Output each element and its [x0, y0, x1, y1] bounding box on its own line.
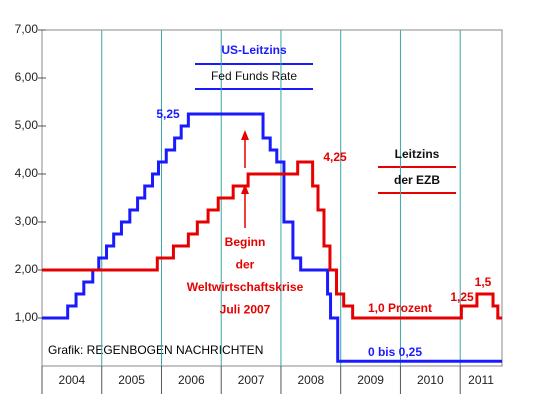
data-label: 1,25: [450, 290, 474, 304]
y-tick-label: 5,00: [15, 118, 39, 132]
event-label: Weltwirtschaftskrise: [187, 280, 304, 294]
event-label: Beginn: [225, 235, 266, 249]
x-tick-label: 2007: [238, 373, 265, 387]
x-tick-label: 2009: [357, 373, 384, 387]
y-tick-label: 6,00: [15, 70, 39, 84]
event-arrowhead: [241, 184, 249, 194]
data-label: 5,25: [156, 107, 180, 121]
step-line: [42, 160, 502, 320]
event-label: Juli 2007: [220, 303, 271, 317]
legend-label: Leitzins: [395, 147, 440, 161]
data-label: 4,25: [323, 150, 347, 164]
source: Grafik: REGENBOGEN NACHRICHTEN: [48, 343, 263, 357]
plot-frame: [41, 29, 503, 367]
y-tick-label: 1,00: [15, 310, 39, 324]
x-tick-label: 2004: [59, 373, 86, 387]
y-tick-label: 3,00: [15, 214, 39, 228]
data-label: 0 bis 0,25: [368, 345, 422, 359]
y-tick-label: 2,00: [15, 262, 39, 276]
y-tick-label: 4,00: [15, 166, 39, 180]
legend-label: US-Leitzins: [221, 43, 287, 57]
x-tick-label: 2008: [297, 373, 324, 387]
data-label: 1,0 Prozent: [368, 301, 432, 315]
y-tick-label: 7,00: [15, 22, 39, 36]
x-tick-label: 2006: [178, 373, 205, 387]
x-tick-label: 2011: [468, 373, 494, 387]
data-label: 1,5: [475, 275, 492, 289]
legend-label: Fed Funds Rate: [211, 69, 297, 83]
event-arrowhead: [241, 130, 249, 140]
x-tick-label: 2010: [417, 373, 444, 387]
x-tick-label: 2005: [118, 373, 145, 387]
event-label: der: [236, 258, 255, 272]
legend-label: der EZB: [394, 173, 440, 187]
